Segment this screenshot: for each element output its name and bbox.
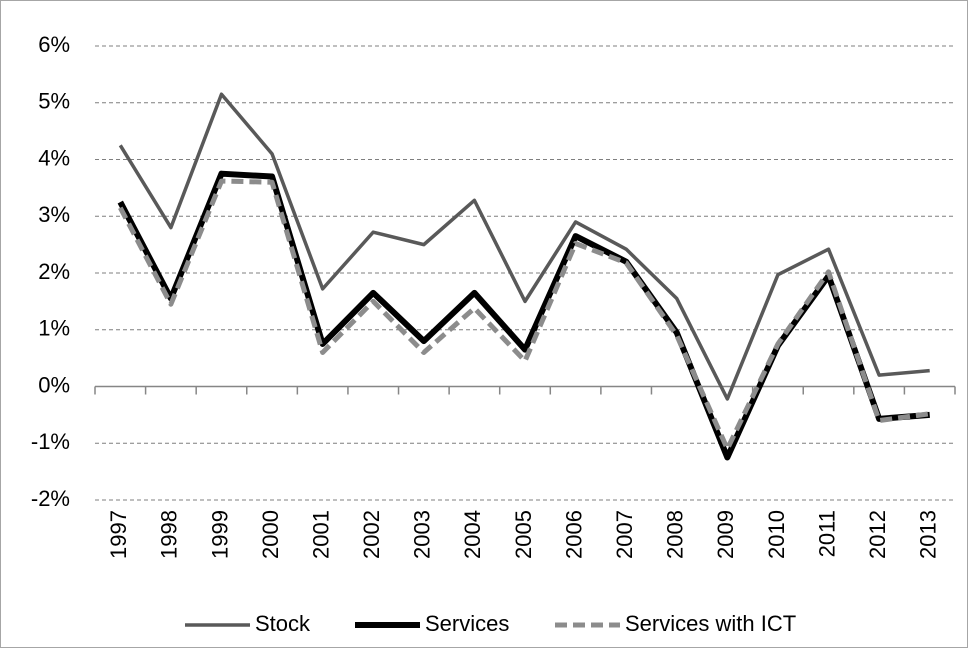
y-tick-label: 4% <box>38 145 70 170</box>
x-tick-label: 2008 <box>663 510 688 559</box>
series-line <box>118 92 930 401</box>
legend-label: Stock <box>255 611 311 636</box>
series-line <box>118 178 931 452</box>
x-tick-label: 2004 <box>460 510 485 559</box>
x-tick-label: 1998 <box>157 510 182 559</box>
x-tick-label: 2001 <box>308 510 333 559</box>
x-tick-label: 2006 <box>561 510 586 559</box>
x-tick-label: 2013 <box>916 510 941 559</box>
x-tick-label: 2012 <box>865 510 890 559</box>
x-tick-label: 2002 <box>359 510 384 559</box>
y-tick-label: 6% <box>38 32 70 57</box>
x-tick-label: 2009 <box>713 510 738 559</box>
legend-label: Services with ICT <box>625 611 796 636</box>
series-line <box>117 170 930 461</box>
x-tick-label: 2011 <box>814 510 839 557</box>
x-tick-label: 1997 <box>106 510 131 559</box>
y-tick-label: 0% <box>38 372 70 397</box>
legend-label: Services <box>425 611 509 636</box>
y-tick-label: -2% <box>31 486 70 511</box>
x-tick-label: 1999 <box>207 510 232 559</box>
x-tick-label: 2000 <box>258 510 283 559</box>
x-tick-label: 2003 <box>410 510 435 559</box>
x-tick-label: 2005 <box>511 510 536 559</box>
x-tick-label: 2010 <box>764 510 789 559</box>
y-tick-label: -1% <box>31 429 70 454</box>
y-tick-label: 1% <box>38 316 70 341</box>
y-tick-label: 3% <box>38 202 70 227</box>
y-tick-label: 5% <box>38 89 70 114</box>
y-tick-label: 2% <box>38 259 70 284</box>
x-tick-label: 2007 <box>612 510 637 559</box>
